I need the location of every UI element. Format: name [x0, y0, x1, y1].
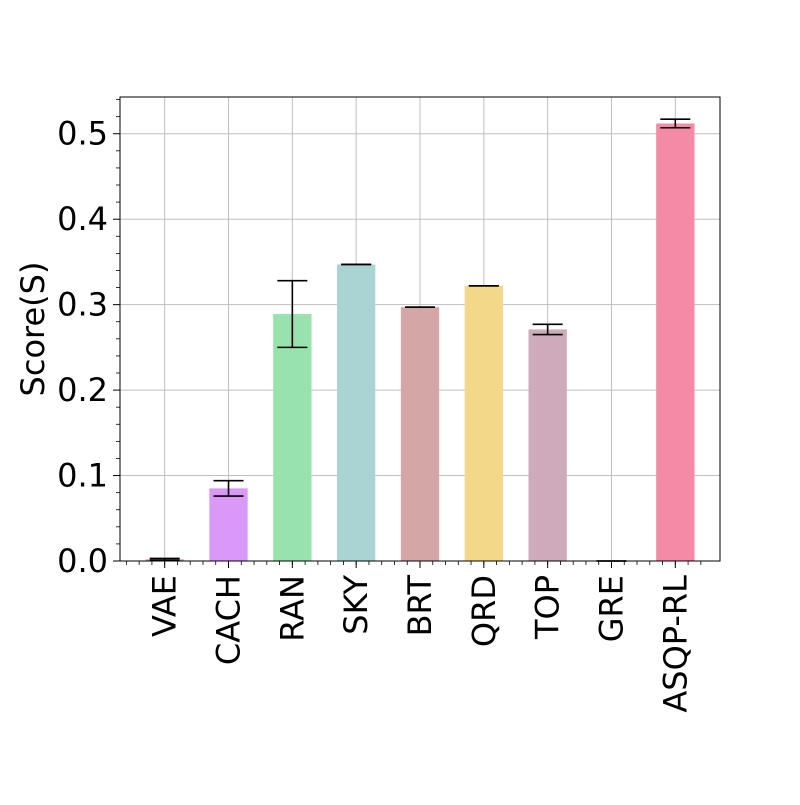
y-tick-label: 0.1 — [57, 457, 108, 495]
axis-ticks — [113, 99, 702, 568]
x-tick-label: CACH — [210, 575, 248, 665]
x-tick-label: SKY — [337, 575, 375, 635]
x-tick-label: QRD — [465, 575, 503, 647]
tick-labels: 0.0 0.1 0.2 0.3 0.4 0.5 VAE CACH RAN SKY BRT QRD TOP… — [57, 115, 694, 713]
y-tick-label: 0.0 — [57, 542, 108, 580]
x-tick-label: BRT — [401, 575, 439, 637]
bar-ran — [273, 314, 312, 561]
bar-brt — [400, 307, 440, 561]
x-tick-label: RAN — [273, 575, 311, 642]
y-tick-label: 0.2 — [57, 371, 108, 409]
bar-asqp-rl — [656, 123, 695, 561]
x-tick-label: ASQP-RL — [656, 575, 694, 713]
bar-sky — [337, 264, 376, 561]
y-tick-label: 0.4 — [57, 200, 108, 238]
y-tick-label: 0.3 — [57, 286, 108, 324]
bars — [145, 123, 695, 561]
x-tick-label: TOP — [529, 575, 567, 640]
bar-qrd — [464, 285, 503, 561]
bar-cach — [209, 488, 248, 561]
y-tick-label: 0.5 — [57, 115, 108, 153]
y-axis-title: Score(S) — [14, 262, 52, 397]
x-tick-label: GRE — [592, 575, 630, 642]
x-tick-label: VAE — [146, 575, 184, 637]
bar-top — [528, 329, 567, 561]
